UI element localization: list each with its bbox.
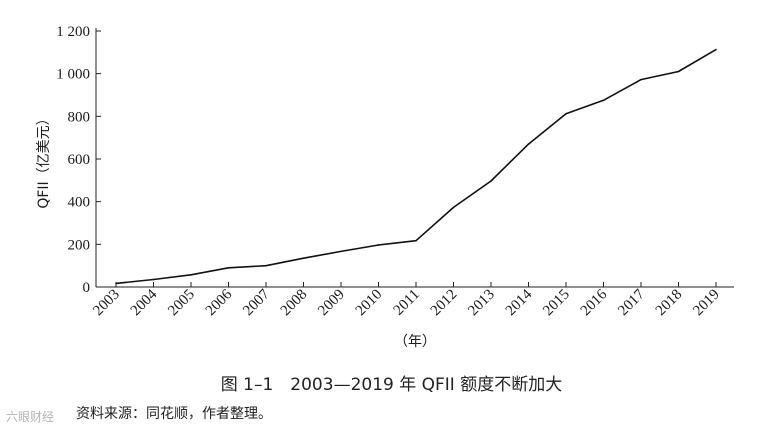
data-point [490, 180, 492, 182]
data-point [715, 48, 717, 51]
series-group [115, 48, 717, 285]
y-tick-label: 400 [68, 195, 91, 211]
series-line [115, 48, 717, 285]
watermark: 六眼财经 [6, 410, 55, 424]
x-tick-label: 2010 [353, 287, 386, 320]
y-tick-label: 200 [68, 237, 91, 253]
x-tick-label: 2005 [165, 287, 198, 320]
x-tick-label: 2013 [465, 287, 498, 320]
data-point [565, 112, 567, 115]
data-point [452, 206, 455, 209]
x-tick-label: 2017 [615, 286, 648, 319]
x-tick-label: 2008 [278, 287, 311, 320]
x-tick-label: 2011 [391, 287, 423, 319]
data-point [190, 274, 192, 276]
data-point [377, 244, 380, 246]
data-point [415, 239, 417, 242]
data-point [227, 267, 230, 269]
x-tick-label: 2016 [578, 286, 611, 319]
data-point [152, 278, 155, 281]
source-note: 资料来源：同花顺，作者整理。 [76, 406, 272, 422]
data-point [302, 257, 305, 260]
y-tick-label: 1 000 [56, 67, 90, 83]
data-point [115, 282, 117, 285]
data-point [677, 70, 680, 73]
x-tick-label: 2006 [203, 286, 236, 319]
y-tick-label: 800 [68, 109, 91, 125]
x-tick-label: 2015 [540, 287, 573, 320]
data-point [602, 99, 605, 102]
x-tick-label: 2003 [90, 287, 123, 320]
x-axis: 2003 2004 2005 2006 2007 2008 2009 2010 2011 2012… [90, 282, 734, 319]
x-tick-label: 2018 [653, 287, 686, 320]
y-tick-label: 0 [83, 280, 91, 296]
figure-caption: 图 1–1 2003—2019 年 QFII 额度不断加大 [220, 375, 563, 395]
x-tick-label: 2019 [690, 287, 723, 320]
y-tick-label: 600 [68, 152, 91, 168]
data-point [340, 250, 342, 253]
y-tick-label: 1 200 [56, 24, 90, 40]
x-tick-label: 2012 [428, 287, 461, 320]
data-point [265, 264, 267, 267]
x-tick-label: 2014 [503, 286, 536, 319]
data-point [527, 143, 530, 145]
y-axis: 0 200 400 600 800 1 000 1 200 [56, 24, 101, 296]
x-tick-label: 2009 [315, 287, 348, 320]
x-tick-label: 2004 [128, 286, 161, 319]
x-axis-title: （年） [394, 334, 436, 350]
x-tick-label: 2007 [240, 286, 273, 319]
data-point [640, 78, 642, 81]
y-axis-title: QFII（亿美元） [36, 111, 52, 208]
